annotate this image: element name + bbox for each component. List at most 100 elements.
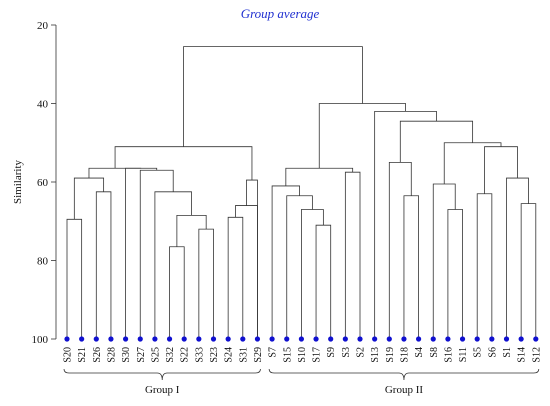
leaf-dot-s9 bbox=[328, 336, 334, 342]
leaf-dot-s11 bbox=[459, 336, 466, 342]
leaf-label-s20: S20 bbox=[63, 347, 74, 363]
link-m1 bbox=[66, 218, 83, 339]
chart-title: Group average bbox=[241, 6, 320, 21]
leaf-label-s18: S18 bbox=[399, 347, 410, 363]
leaf-label-s8: S8 bbox=[429, 347, 440, 358]
leaf-dot-s23 bbox=[210, 336, 217, 342]
link-m20 bbox=[285, 167, 354, 186]
y-axis-label: Similarity bbox=[12, 160, 24, 205]
link-m8 bbox=[139, 169, 174, 339]
link-m11 bbox=[227, 216, 244, 339]
leaf-label-s29: S29 bbox=[253, 347, 264, 363]
leaf-dot-s24 bbox=[225, 336, 231, 342]
y-tick-label: 20 bbox=[37, 20, 49, 32]
link-m21 bbox=[403, 195, 419, 339]
leaf-dot-s16 bbox=[445, 336, 451, 342]
link-m25 bbox=[476, 193, 493, 339]
link-m24 bbox=[432, 183, 456, 339]
link-m19 bbox=[344, 171, 361, 339]
link-m17 bbox=[286, 195, 313, 339]
leaf-dot-s12 bbox=[533, 336, 539, 342]
leaf-label-s22: S22 bbox=[180, 347, 191, 363]
leaf-label-s1: S1 bbox=[502, 347, 513, 358]
leaf-label-s19: S19 bbox=[385, 347, 396, 363]
leaf-markers bbox=[64, 336, 539, 342]
leaf-label-s21: S21 bbox=[77, 347, 88, 363]
leaf-dot-s2 bbox=[357, 336, 363, 342]
link-m23 bbox=[447, 209, 463, 339]
leaf-dot-s17 bbox=[313, 336, 319, 342]
leaf-label-s14: S14 bbox=[517, 347, 528, 363]
link-m28 bbox=[484, 146, 518, 194]
link-m9 bbox=[125, 167, 158, 339]
link-m6 bbox=[176, 214, 207, 247]
leaf-dot-s1 bbox=[503, 336, 510, 342]
link-m30 bbox=[399, 120, 474, 163]
group-bracket-2 bbox=[268, 368, 540, 381]
link-m27 bbox=[506, 177, 529, 339]
link-m5 bbox=[198, 228, 214, 339]
leaf-dot-s28 bbox=[108, 336, 114, 342]
link-m16 bbox=[301, 209, 324, 339]
leaf-label-s32: S32 bbox=[165, 347, 176, 363]
link-m2 bbox=[95, 191, 112, 339]
leaf-label-s26: S26 bbox=[92, 347, 103, 363]
link-m10 bbox=[88, 167, 142, 179]
leaf-label-s13: S13 bbox=[370, 347, 381, 363]
link-m14 bbox=[114, 146, 253, 181]
leaf-dot-s15 bbox=[284, 336, 290, 342]
leaf-label-s5: S5 bbox=[473, 347, 484, 358]
leaf-label-s25: S25 bbox=[150, 347, 161, 363]
leaf-dot-s19 bbox=[386, 336, 392, 342]
leaf-label-s6: S6 bbox=[487, 347, 498, 358]
leaf-dot-s6 bbox=[489, 336, 495, 342]
leaf-dot-s13 bbox=[372, 336, 378, 342]
leaf-dot-s5 bbox=[474, 336, 480, 342]
leaf-label-s10: S10 bbox=[297, 347, 308, 363]
leaf-dot-s26 bbox=[93, 336, 99, 342]
link-m33 bbox=[183, 46, 363, 147]
leaf-label-s2: S2 bbox=[356, 347, 367, 358]
leaf-dot-s20 bbox=[64, 336, 70, 342]
leaf-dot-s33 bbox=[196, 336, 202, 342]
leaf-dot-s22 bbox=[181, 336, 187, 342]
leaf-dot-s25 bbox=[152, 336, 158, 342]
group-bracket-1 bbox=[63, 368, 261, 381]
group-brackets: Group I Group II bbox=[63, 368, 540, 396]
leaf-label-s9: S9 bbox=[326, 347, 337, 358]
leaf-dot-s7 bbox=[269, 336, 275, 342]
link-m29 bbox=[443, 142, 502, 184]
leaf-dot-s4 bbox=[416, 336, 422, 342]
leaf-label-s23: S23 bbox=[209, 347, 220, 363]
leaf-label-s28: S28 bbox=[106, 347, 117, 363]
link-m31 bbox=[374, 110, 437, 339]
leaf-dot-s10 bbox=[298, 336, 304, 342]
link-m13 bbox=[246, 179, 258, 339]
leaf-dot-s8 bbox=[430, 336, 436, 342]
leaf-dot-s32 bbox=[166, 336, 173, 342]
y-tick-label: 40 bbox=[37, 99, 49, 111]
leaf-label-s24: S24 bbox=[224, 347, 235, 363]
leaf-label-s7: S7 bbox=[268, 347, 279, 358]
link-m7 bbox=[154, 191, 192, 339]
y-axis: 20 40 60 80 100 bbox=[32, 20, 57, 346]
link-m3 bbox=[73, 177, 105, 220]
dendrogram-links bbox=[66, 46, 537, 339]
leaf-dot-s18 bbox=[401, 336, 407, 342]
link-m18 bbox=[271, 185, 300, 339]
link-m4 bbox=[169, 246, 185, 339]
link-m12 bbox=[235, 205, 258, 339]
leaf-dot-s31 bbox=[240, 336, 246, 342]
link-m26 bbox=[520, 203, 537, 339]
leaf-dot-s30 bbox=[123, 336, 129, 342]
leaf-label-s30: S30 bbox=[121, 347, 132, 363]
leaf-label-s3: S3 bbox=[341, 347, 352, 358]
leaf-label-s27: S27 bbox=[136, 347, 147, 363]
y-tick-label: 100 bbox=[32, 334, 49, 346]
leaf-label-s11: S11 bbox=[458, 347, 469, 362]
leaf-label-s31: S31 bbox=[238, 347, 249, 363]
leaf-label-s15: S15 bbox=[282, 347, 293, 363]
leaf-dot-s21 bbox=[79, 336, 85, 342]
link-m32 bbox=[318, 103, 406, 169]
leaf-label-s12: S12 bbox=[531, 347, 542, 363]
